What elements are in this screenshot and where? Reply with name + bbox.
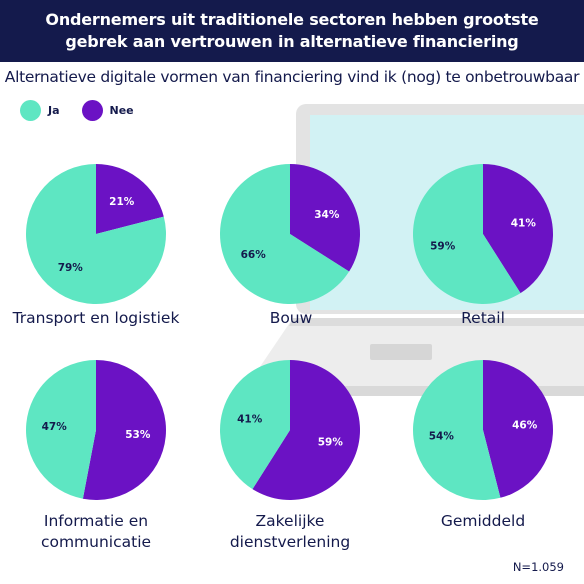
pie-slice-nee-transport <box>96 164 164 234</box>
legend-item-ja: Ja <box>20 100 60 121</box>
pie-slice-ja-zakelijke <box>219 360 290 490</box>
legend-label-ja: Ja <box>48 104 60 117</box>
pie-value-label-ja-retail: 59% <box>430 241 456 253</box>
pie-value-label-nee-gemiddeld: 46% <box>512 420 538 432</box>
pie-slice-ja-bouw <box>220 164 350 304</box>
pie-slice-nee-zakelijke <box>252 360 360 500</box>
pie-label-gemiddeld: Gemiddeld <box>440 512 526 530</box>
legend-swatch-ja <box>20 100 41 121</box>
legend: Ja Nee <box>20 100 156 121</box>
pie-slice-nee-gemiddeld <box>483 360 553 498</box>
pie-slice-nee-retail <box>483 164 554 294</box>
pie-label-transport: Transport en logistiek <box>12 309 180 327</box>
pie-slice-ja-gemiddeld <box>412 360 501 500</box>
pie-slice-nee-informatie <box>82 360 166 500</box>
legend-item-nee: Nee <box>81 100 134 121</box>
pie-value-label-ja-zakelijke: 41% <box>237 413 263 425</box>
pie-slice-nee-bouw <box>290 164 361 272</box>
pie-label-bouw: Bouw <box>269 309 313 327</box>
laptop-trackpad <box>370 344 432 360</box>
laptop-keyboard-top <box>289 318 584 326</box>
legend-label-nee: Nee <box>109 104 134 117</box>
chart-subtitle: Alternatieve digitale vormen van financi… <box>4 68 580 86</box>
pie-value-label-ja-bouw: 66% <box>241 249 267 261</box>
pie-value-label-nee-bouw: 34% <box>314 209 340 221</box>
pie-label-zakelijke: Zakelijke dienstverlening <box>229 512 351 551</box>
page-title: Ondernemers uit traditionele sectoren he… <box>45 10 539 51</box>
pie-slice-ja-retail <box>413 164 521 304</box>
pie-value-label-ja-gemiddeld: 54% <box>429 430 455 442</box>
pie-value-label-nee-retail: 41% <box>511 217 537 229</box>
pie-slice-ja-transport <box>26 164 166 304</box>
pie-value-label-nee-transport: 21% <box>109 196 135 208</box>
pie-value-label-nee-informatie: 53% <box>125 429 151 441</box>
pie-value-label-ja-informatie: 47% <box>42 421 68 433</box>
pie-value-label-ja-transport: 79% <box>58 262 84 274</box>
pie-label-informatie: Informatie en communicatie <box>40 512 152 551</box>
pie-slice-ja-informatie <box>25 360 97 499</box>
pie-value-label-nee-zakelijke: 59% <box>318 437 344 449</box>
sample-size-note: N=1.059 <box>512 560 564 574</box>
legend-swatch-nee <box>81 100 103 121</box>
header-banner: Ondernemers uit traditionele sectoren he… <box>0 0 584 62</box>
pie-label-retail: Retail <box>461 309 505 327</box>
